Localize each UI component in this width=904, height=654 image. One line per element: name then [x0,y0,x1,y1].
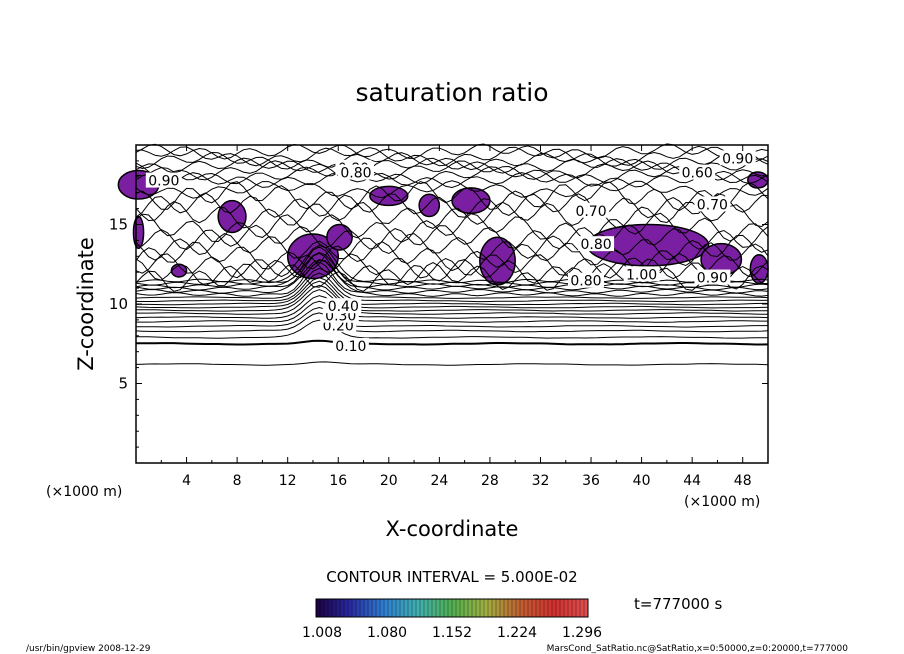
y-axis-ticks: 5 10 15 [109,160,768,448]
contour-label: 0.90 [722,151,753,167]
contour-label: 0.80 [340,166,371,182]
x-tick-label: 40 [633,473,651,489]
x-tick-label: 12 [279,473,297,489]
x-axis-label: X-coordinate [386,517,519,541]
contour-line [135,244,769,284]
y-axis-label: Z-coordinate [74,237,98,371]
contour-line [135,212,769,243]
contour-line [135,262,769,292]
x-tick-label: 32 [532,473,550,489]
x-tick-label: 20 [380,473,398,489]
y-tick-label: 10 [109,295,128,313]
x-tick-label: 4 [182,473,191,489]
colorbar-stripes [319,599,585,617]
contour-line [135,172,769,189]
contour-line [135,166,769,185]
contour-label: 0.80 [570,274,601,290]
colorbar-tick-label: 1.080 [367,625,407,641]
contour-line [135,241,769,272]
x-tick-label: 28 [481,473,499,489]
supersaturation-region [132,215,145,250]
contour-line [135,272,769,303]
contour-interval-text: CONTOUR INTERVAL = 5.000E-02 [326,568,577,586]
supersaturation-region [418,193,441,218]
contour-label-bg [325,298,362,314]
contour-labels: 0.100.200.300.400.900.800.800.900.600.70… [145,150,756,355]
contour-line [135,339,769,346]
contour-line [135,267,769,299]
contour-line [135,180,769,211]
contour-label: 0.70 [575,204,606,220]
contour-label: 0.60 [682,166,713,182]
contour-label-bg [567,272,604,288]
time-label: t=777000 s [634,595,722,613]
contour-line [136,224,769,250]
contour-label-bg [694,196,731,212]
contour-label: 0.10 [335,339,366,355]
contour-label: 0.90 [148,174,179,190]
colorbar-tick-label: 1.008 [302,625,342,641]
colorbar-tick-label: 1.152 [432,625,472,641]
contour-label: 0.70 [697,197,728,213]
contour-label: 0.80 [581,237,612,253]
x-tick-label: 8 [233,473,242,489]
contour-label-bg [694,269,731,285]
contour-line [136,289,768,315]
chart-title: saturation ratio [355,78,548,107]
contour-line [135,259,769,294]
plot-area: 0.100.200.300.400.900.800.800.900.600.70… [109,143,769,489]
contour-lines [135,143,769,366]
contour-label: 0.90 [697,271,728,287]
contour-line [135,284,768,312]
supersaturation-region [479,236,516,286]
contour-line [135,295,769,319]
x-tick-label: 44 [683,473,701,489]
supersaturation-region [451,187,491,215]
contour-label-bg [679,164,716,180]
contour-label: 0.40 [328,299,359,315]
contour-label: 1.00 [626,267,657,283]
x-tick-label: 16 [329,473,347,489]
x-tick-label: 36 [582,473,600,489]
contour-line [135,201,769,229]
contour-label-bg [623,266,660,282]
colorbar-tick-label: 1.296 [562,625,602,641]
contour-line [136,319,768,339]
x-unit-label: (×1000 m) [684,494,760,510]
contour-line [135,180,769,199]
contour-line [135,261,769,297]
footer-right: MarsCond_SatRatio.nc@SatRatio,x=0:50000,… [547,644,849,654]
contour-line [135,145,769,167]
contour-line [136,300,768,323]
colorbar-tick-labels: 1.008 1.080 1.152 1.224 1.296 [302,625,602,641]
y-unit-label: (×1000 m) [46,484,122,500]
x-axis-ticks: 4 8 12 16 20 24 28 32 36 40 44 48 [160,145,752,489]
x-tick-label: 24 [430,473,448,489]
colorbar: 1.008 1.080 1.152 1.224 1.296 [302,598,602,641]
contour-line [136,277,768,306]
contour-label-bg [719,150,756,166]
y-tick-label: 5 [118,375,128,393]
contour-line [135,361,769,366]
contour-line [135,258,769,287]
contour-line [135,151,769,171]
x-tick-label: 48 [734,473,752,489]
contour-label-bg [145,172,182,188]
footer-left: /usr/bin/gpview 2008-12-29 [26,644,151,654]
contour-label-bg [337,164,374,180]
contour-line [135,312,769,333]
y-tick-label: 15 [109,216,128,234]
colorbar-tick-label: 1.224 [497,625,537,641]
contour-label-bg [332,337,369,353]
contour-line [135,306,768,328]
contour-label-bg [573,202,610,218]
contour-label-bg [578,236,615,252]
contour-line [135,280,769,309]
